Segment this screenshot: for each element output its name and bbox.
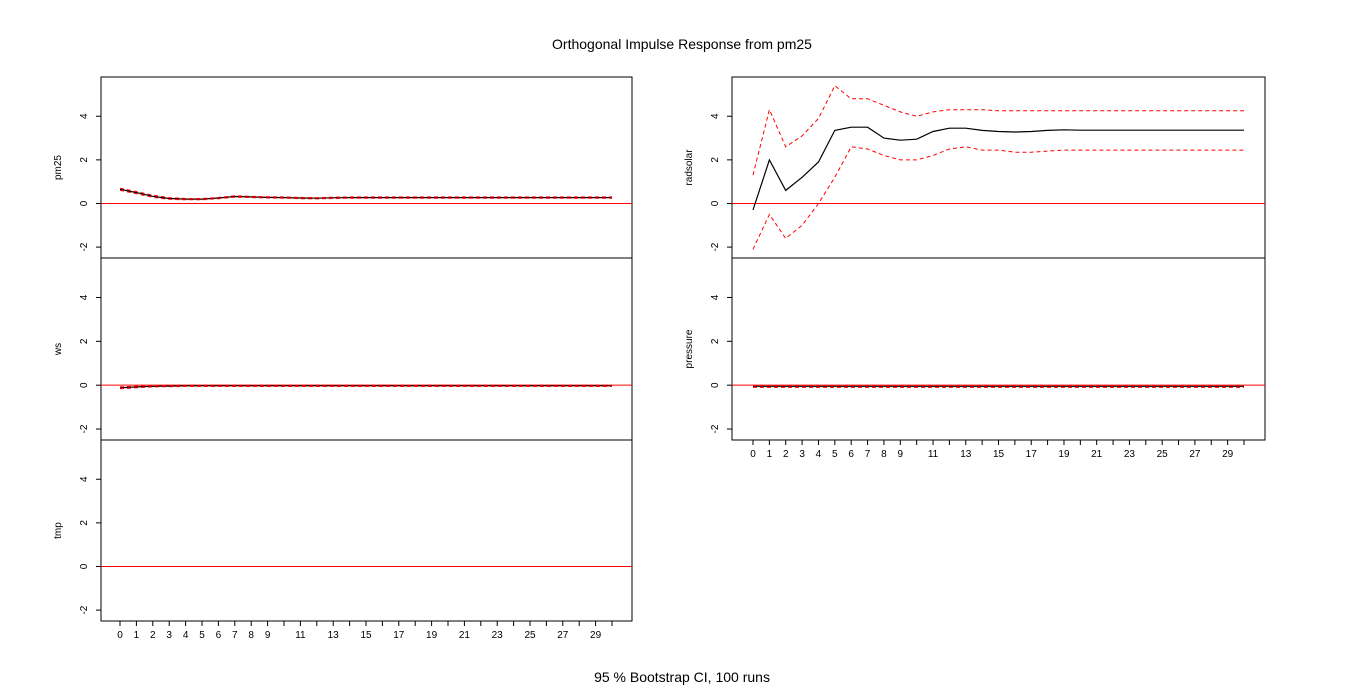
x-tick-label: 29 xyxy=(590,630,602,641)
series-line-upper xyxy=(119,384,612,388)
x-tick-label: 8 xyxy=(248,630,254,641)
series-line-response xyxy=(119,188,612,200)
y-tick-label: 2 xyxy=(710,157,721,163)
y-tick-label: 0 xyxy=(710,382,721,388)
y-tick-label: 0 xyxy=(710,200,721,206)
y-tick-label: 4 xyxy=(710,113,721,119)
x-tick-label: 25 xyxy=(524,630,536,641)
x-tick-label: 1 xyxy=(134,630,140,641)
x-tick-label: 11 xyxy=(295,630,306,641)
panel-frame xyxy=(731,257,1266,441)
x-tick-label: 19 xyxy=(426,630,438,641)
y-tick-label: 0 xyxy=(79,200,90,206)
panel-radsolar: -2 0 2 4 radsolar xyxy=(684,76,1266,259)
chart-title: Orthogonal Impulse Response from pm25 xyxy=(552,36,812,52)
x-tick-label: 27 xyxy=(1189,449,1201,460)
x-tick-label: 9 xyxy=(898,449,904,460)
x-tick-label: 5 xyxy=(199,630,205,641)
series-line-upper xyxy=(752,84,1244,176)
y-tick-label: 0 xyxy=(79,382,90,388)
y-tick-label: 4 xyxy=(79,476,90,482)
x-tick-label: 4 xyxy=(183,630,189,641)
series-line-response xyxy=(752,126,1244,211)
y-tick-label: 4 xyxy=(79,113,90,119)
x-tick-label: 7 xyxy=(232,630,238,641)
x-tick-label: 13 xyxy=(328,630,340,641)
y-tick-label: 4 xyxy=(79,294,90,300)
y-tick-label: 2 xyxy=(710,338,721,344)
y-axis-label: pressure xyxy=(684,329,695,368)
y-tick-label: 2 xyxy=(79,520,90,526)
y-tick-label: -2 xyxy=(79,605,90,614)
x-tick-label: 4 xyxy=(816,449,822,460)
x-tick-label: 9 xyxy=(265,630,271,641)
x-tick-label: 3 xyxy=(166,630,172,641)
chart-footer: 95 % Bootstrap CI, 100 runs xyxy=(594,669,770,685)
x-tick-label: 5 xyxy=(832,449,838,460)
x-tick-label: 2 xyxy=(783,449,789,460)
series-line-response xyxy=(119,385,612,389)
x-tick-label: 23 xyxy=(1124,449,1136,460)
x-tick-label: 0 xyxy=(117,630,123,641)
y-tick-label: 2 xyxy=(79,338,90,344)
x-tick-label: 23 xyxy=(492,630,504,641)
x-tick-label: 1 xyxy=(767,449,773,460)
x-tick-label: 25 xyxy=(1157,449,1169,460)
x-tick-label: 29 xyxy=(1222,449,1234,460)
x-tick-label: 6 xyxy=(216,630,222,641)
y-axis-label: tmp xyxy=(53,522,64,539)
series-line-lower xyxy=(119,386,612,390)
panel-pm25: -2 0 2 4 pm25 xyxy=(53,76,633,259)
y-tick-label: 0 xyxy=(79,563,90,569)
x-tick-label: 0 xyxy=(750,449,756,460)
x-tick-label: 7 xyxy=(865,449,871,460)
x-tick-label: 19 xyxy=(1058,449,1070,460)
panel-ws: -2 0 2 4 ws xyxy=(53,257,633,441)
y-axis-label: radsolar xyxy=(684,149,695,186)
y-tick-label: -2 xyxy=(79,424,90,433)
panel-frame xyxy=(100,76,633,259)
x-tick-label: 15 xyxy=(993,449,1005,460)
x-tick-label: 15 xyxy=(360,630,372,641)
x-tick-label: 17 xyxy=(393,630,405,641)
x-tick-label: 21 xyxy=(1091,449,1103,460)
panel-frame xyxy=(100,257,633,441)
x-tick-label: 3 xyxy=(799,449,805,460)
y-axis-label: pm25 xyxy=(53,155,64,180)
y-tick-label: -2 xyxy=(710,424,721,433)
series-line-lower xyxy=(119,189,612,201)
series-line-upper xyxy=(119,187,612,199)
x-tick-label: 13 xyxy=(960,449,972,460)
y-tick-label: -2 xyxy=(79,242,90,251)
y-tick-label: 4 xyxy=(710,294,721,300)
x-tick-label: 27 xyxy=(557,630,569,641)
x-tick-label: 6 xyxy=(848,449,854,460)
x-tick-label: 17 xyxy=(1026,449,1038,460)
x-tick-label: 2 xyxy=(150,630,156,641)
y-axis-label: ws xyxy=(53,343,64,356)
x-tick-label: 8 xyxy=(881,449,887,460)
y-tick-label: 2 xyxy=(79,157,90,163)
x-tick-label: 21 xyxy=(459,630,471,641)
y-tick-label: -2 xyxy=(710,242,721,251)
series-line-lower xyxy=(752,146,1244,250)
panel-frame xyxy=(100,439,633,622)
x-tick-label: 11 xyxy=(928,449,939,460)
